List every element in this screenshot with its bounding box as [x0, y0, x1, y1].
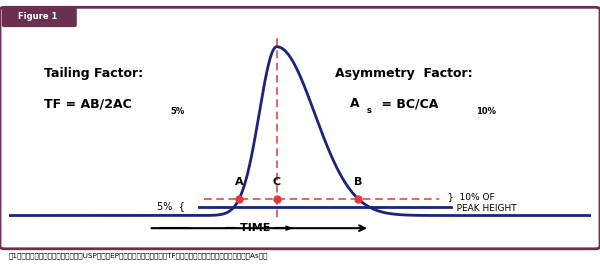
- Text: 図1．ピークテーリングの計算。左：USPまたはEPテーリングファクター（TF）、右：アシンメトリーファクター（As）。: 図1．ピークテーリングの計算。左：USPまたはEPテーリングファクター（TF）、…: [9, 253, 269, 259]
- Text: A: A: [235, 177, 244, 187]
- FancyBboxPatch shape: [2, 6, 77, 27]
- Text: B: B: [354, 177, 362, 187]
- Text: A: A: [349, 97, 359, 110]
- Text: C: C: [272, 177, 281, 187]
- Text: Tailing Factor:: Tailing Factor:: [44, 67, 143, 80]
- Text: s: s: [367, 106, 372, 115]
- Text: Asymmetry  Factor:: Asymmetry Factor:: [335, 67, 473, 80]
- Text: }  10% OF
   PEAK HEIGHT: } 10% OF PEAK HEIGHT: [448, 192, 517, 213]
- Text: = BC/CA: = BC/CA: [377, 97, 439, 110]
- Text: — TIME —►: — TIME —►: [225, 223, 293, 233]
- Text: Figure 1: Figure 1: [17, 12, 57, 21]
- Text: 5%: 5%: [171, 107, 185, 116]
- FancyBboxPatch shape: [0, 7, 600, 249]
- Text: TF = AB/2AC: TF = AB/2AC: [44, 97, 131, 110]
- Text: 5%  {: 5% {: [157, 201, 185, 211]
- Text: 10%: 10%: [476, 107, 496, 116]
